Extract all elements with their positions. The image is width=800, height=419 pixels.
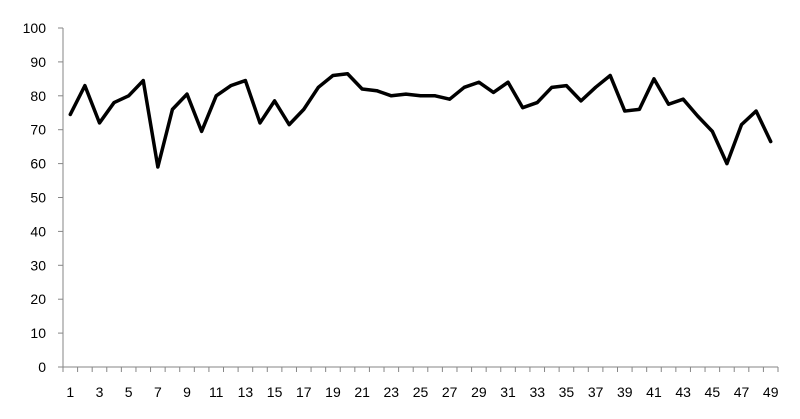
data-point [375,89,379,93]
data-point [564,84,568,88]
x-tick-label: 47 [734,384,750,400]
y-tick-label: 50 [30,190,46,206]
y-tick-label: 20 [30,291,46,307]
data-point [419,94,422,98]
series-line [68,72,773,169]
y-axis: 0 10 20 30 40 50 60 70 80 90 100 [23,20,64,375]
data-point [141,79,145,83]
data-point [506,80,510,84]
data-point [667,102,671,106]
data-point [112,101,116,105]
x-tick-label: 15 [267,384,283,400]
series-layer [68,72,773,169]
y-tick-label: 100 [23,20,47,36]
x-tick-label: 39 [617,384,633,400]
data-point [535,101,539,105]
data-point [243,79,247,83]
data-point [462,85,466,89]
data-point [331,73,335,77]
x-tick-label: 37 [588,384,604,400]
y-tick-label: 10 [30,325,46,341]
x-tick-label: 21 [354,384,370,400]
x-tick-label: 17 [296,384,312,400]
x-tick-label: 3 [96,384,104,400]
y-tick-label: 70 [30,122,46,138]
data-point [433,94,437,98]
x-tick-label: 1 [66,384,74,400]
x-tick-label: 45 [705,384,721,400]
data-point [594,85,598,89]
data-point [491,90,495,94]
x-tick-label: 11 [209,384,224,400]
data-point [97,121,101,125]
x-tick-label: 33 [529,384,545,400]
data-point [710,129,714,133]
data-point [360,87,364,91]
data-point [170,107,174,111]
x-tick-label: 23 [384,384,400,400]
data-point [185,92,189,96]
y-tick-label: 30 [30,257,46,273]
data-point [302,107,306,111]
data-point [521,106,525,110]
x-tick-label: 7 [154,384,162,400]
x-tick-label: 27 [442,384,458,400]
data-point [754,109,758,113]
data-point [68,112,72,116]
data-point [740,123,744,127]
data-point [652,77,656,81]
data-point [769,140,773,144]
data-point [623,109,627,113]
data-point [725,162,729,166]
x-axis: 1 3 5 7 9 11 13 15 17 19 21 23 25 27 29 31 33 35 37 39 41 43 4… [62,366,779,400]
data-point [448,97,452,101]
data-point [214,94,218,98]
y-tick-label: 40 [30,223,46,239]
data-point [681,97,685,101]
data-point [346,72,350,76]
y-tick-label: 90 [30,54,46,70]
data-point [83,84,87,88]
x-tick-label: 5 [125,384,133,400]
data-point [550,85,554,89]
x-tick-label: 35 [559,384,575,400]
data-point [637,107,641,111]
y-tick-label: 60 [30,156,46,172]
data-point [404,92,408,96]
y-tick-label: 80 [30,88,46,104]
data-point [579,99,583,103]
x-tick-label: 25 [413,384,429,400]
data-point [389,94,393,98]
x-tick-label: 29 [471,384,487,400]
x-tick-label: 41 [646,384,662,400]
data-point [273,99,277,103]
x-tick-label: 13 [238,384,254,400]
x-tick-label: 9 [183,384,191,400]
data-point [477,80,481,84]
data-point [229,84,233,88]
data-point [156,165,160,169]
data-point [127,94,131,98]
x-tick-label: 31 [500,384,516,400]
data-point [316,85,320,89]
data-point [696,114,700,118]
y-tick-label: 0 [38,359,46,375]
data-point [287,123,291,127]
x-tick-label: 43 [675,384,691,400]
data-point [608,73,612,77]
x-tick-label: 49 [763,384,779,400]
data-point [258,121,262,125]
x-tick-label: 19 [325,384,341,400]
data-point [200,129,204,133]
